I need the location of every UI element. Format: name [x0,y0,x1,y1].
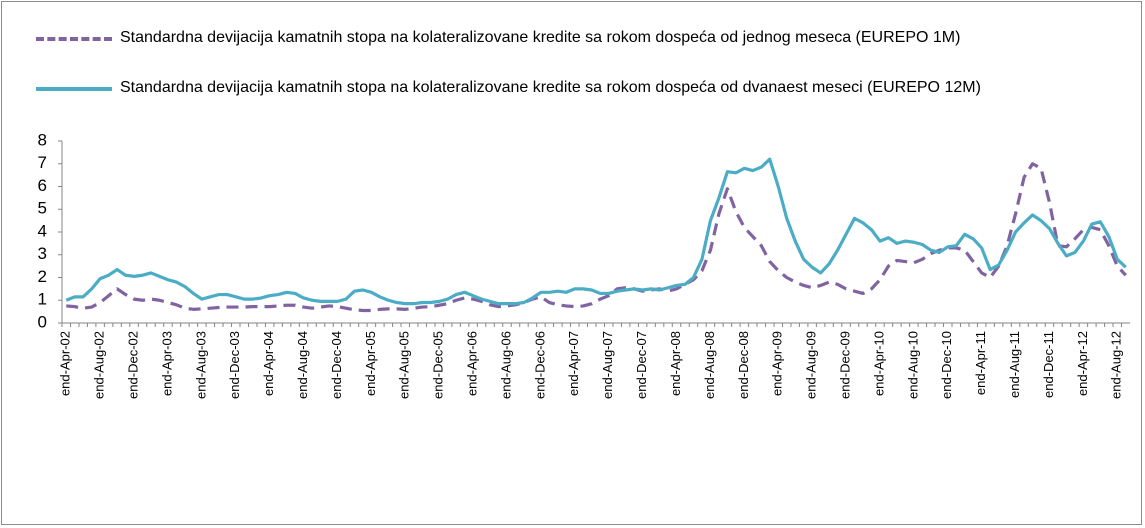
y-tick-label: 0 [38,312,47,331]
x-tick-label: end-Dec-07 [634,331,649,399]
x-tick-label: end-Dec-10 [939,331,954,399]
y-tick-label: 7 [38,153,47,172]
x-tick-label: end-Aug-10 [905,331,920,399]
x-tick-label: end-Aug-04 [295,331,310,399]
x-tick-label: end-Dec-03 [227,331,242,399]
x-tick-label: end-Aug-03 [193,331,208,399]
y-tick-label: 8 [38,130,47,149]
x-tick-label: end-Dec-02 [125,331,140,399]
y-tick-label: 1 [38,290,47,309]
y-tick-label: 4 [38,221,47,240]
x-tick-label: end-Apr-08 [668,331,683,396]
x-tick-label: end-Dec-05 [431,331,446,399]
y-tick-label: 3 [38,244,47,263]
x-tick-label: end-Dec-08 [736,331,751,399]
x-tick-label: end-Aug-05 [397,331,412,399]
x-tick-label: end-Dec-09 [837,331,852,399]
x-tick-label: end-Apr-04 [261,331,276,396]
x-tick-label: end-Apr-05 [363,331,378,396]
y-tick-label: 2 [38,267,47,286]
legend-label: Standardna devijacija kamatnih stopa na … [120,29,961,46]
x-tick-label: end-Aug-12 [1109,331,1124,399]
x-tick-label: end-Dec-04 [329,331,344,399]
x-tick-label: end-Aug-09 [804,331,819,399]
legend-entry: Standardna devijacija kamatnih stopa na … [36,27,1130,49]
x-tick-label: end-Apr-12 [1075,331,1090,396]
x-tick-label: end-Aug-08 [702,331,717,399]
x-tick-label: end-Apr-03 [159,331,174,396]
y-tick-label: 6 [38,176,47,195]
series-line [65,157,1127,306]
x-tick-label: end-Apr-11 [973,331,988,395]
x-tick-label: end-Apr-07 [566,331,581,396]
legend-swatch [36,37,112,41]
x-tick-label: end-Aug-07 [600,331,615,399]
y-tick-label: 5 [38,199,47,218]
legend-swatch [36,87,112,91]
x-tick-label: end-Apr-02 [58,331,73,396]
legend-entry: Standardna devijacija kamatnih stopa na … [36,77,1130,99]
x-tick-label: end-Aug-02 [92,331,107,399]
x-tick-label: end-Dec-11 [1041,331,1056,398]
x-tick-label: end-Apr-06 [465,331,480,396]
x-tick-label: end-Dec-06 [532,331,547,399]
x-tick-label: end-Aug-06 [498,331,513,399]
x-tick-label: end-Aug-11 [1007,331,1022,398]
x-tick-label: end-Apr-09 [770,331,785,396]
x-tick-label: end-Apr-10 [871,331,886,396]
legend-label: Standardna devijacija kamatnih stopa na … [120,79,981,96]
